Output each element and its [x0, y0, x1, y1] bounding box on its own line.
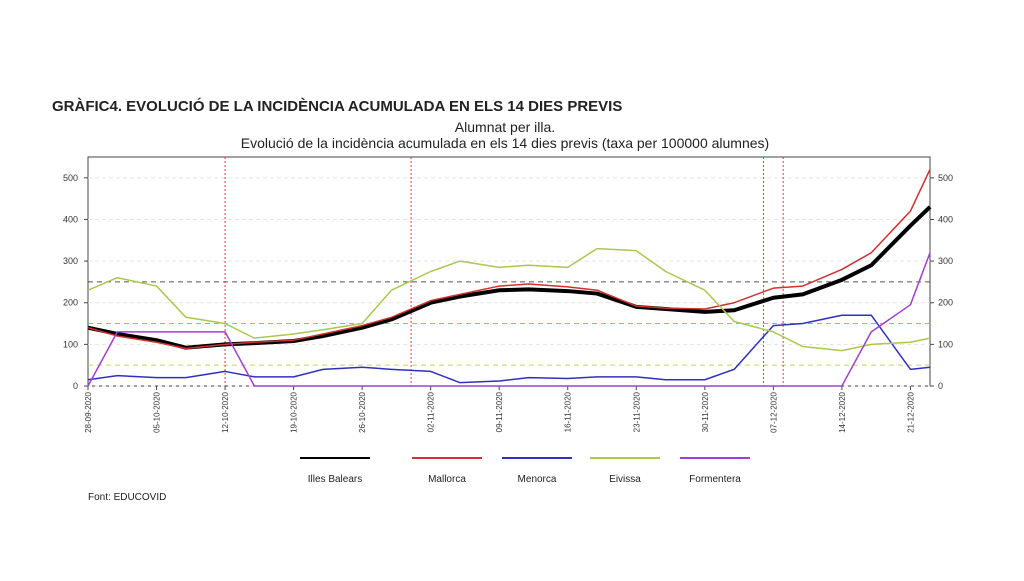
legend-label: Eivissa — [609, 474, 641, 485]
x-tick-label: 23-11-2020 — [632, 391, 641, 432]
x-tick-label: 12-10-2020 — [221, 391, 230, 432]
y-tick-label: 300 — [63, 256, 78, 266]
y2-tick-label: 300 — [938, 256, 953, 266]
x-tick-label: 16-11-2020 — [564, 391, 573, 432]
series-line — [87, 314, 931, 384]
x-tick-label: 28-09-2020 — [84, 391, 93, 432]
chart-subtitle: Evolució de la incidència acumulada en e… — [241, 135, 769, 151]
x-tick-label: 21-12-2020 — [906, 391, 915, 432]
x-tick-label: 02-11-2020 — [427, 391, 436, 432]
header: GRÀFIC4. EVOLUCIÓ DE LA INCIDÈNCIA ACUMU… — [52, 97, 622, 115]
y2-tick-label: 0 — [938, 381, 943, 391]
x-tick-label: 05-10-2020 — [153, 391, 162, 432]
legend-label: Mallorca — [428, 474, 466, 485]
chart-title: Alumnat per illa. — [455, 119, 555, 135]
source: Font: EDUCOVID — [88, 492, 166, 503]
y2-tick-label: 500 — [938, 173, 953, 183]
series-line — [87, 169, 931, 350]
y-tick-label: 500 — [63, 173, 78, 183]
series-line — [87, 205, 932, 350]
plot-frame — [87, 156, 931, 387]
legend-label: Menorca — [518, 474, 557, 485]
series-line — [87, 247, 931, 352]
y-tick-label: 200 — [63, 298, 78, 308]
y2-tick-label: 200 — [938, 298, 953, 308]
x-tick-label: 26-10-2020 — [358, 391, 367, 432]
y-tick-label: 0 — [73, 381, 78, 391]
x-tick-label: 07-12-2020 — [769, 391, 778, 432]
x-tick-label: 19-10-2020 — [290, 391, 299, 432]
legend-label: Illes Balears — [308, 474, 362, 485]
legend-label: Formentera — [689, 474, 741, 485]
series-line — [87, 252, 931, 387]
y-tick-label: 100 — [63, 339, 78, 349]
y2-tick-label: 100 — [938, 339, 953, 349]
x-tick-label: 30-11-2020 — [701, 391, 710, 432]
x-tick-label: 09-11-2020 — [495, 391, 504, 432]
x-tick-label: 14-12-2020 — [838, 391, 847, 432]
y2-tick-label: 400 — [938, 214, 953, 224]
y-tick-label: 400 — [63, 214, 78, 224]
